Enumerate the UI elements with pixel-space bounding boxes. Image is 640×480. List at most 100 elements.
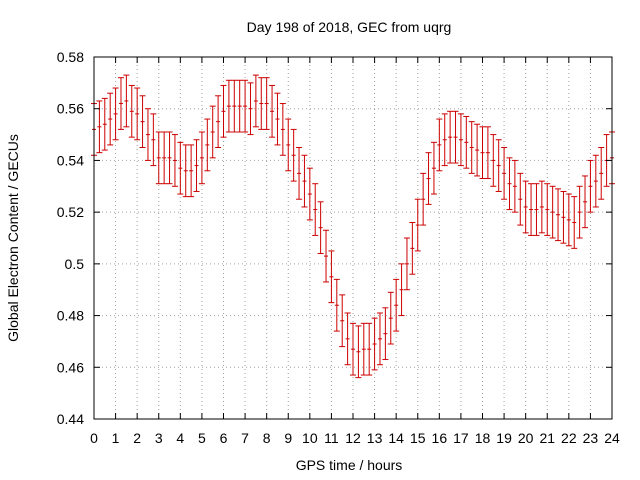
error-bar-point [312, 183, 319, 236]
x-tick-label: 9 [284, 430, 292, 446]
error-bar-point [328, 250, 335, 304]
y-tick-label: 0.52 [57, 204, 84, 220]
error-bar-point [339, 294, 346, 348]
data-series [91, 74, 615, 379]
error-bar-point [598, 147, 605, 200]
error-bar-point [511, 159, 518, 213]
error-bar-point [425, 152, 432, 205]
error-bar-point [193, 139, 200, 192]
error-bar-point [139, 95, 146, 148]
x-tick-label: 4 [176, 430, 184, 446]
axis-ticks [93, 56, 613, 420]
error-bar-point [576, 185, 583, 239]
error-bar-point [117, 77, 124, 130]
error-bar-point [220, 84, 227, 138]
error-bar-point [436, 118, 443, 172]
error-bar-point [393, 278, 400, 332]
error-bar-point [274, 92, 281, 146]
x-tick-label: 23 [583, 430, 599, 446]
error-bar-point [225, 79, 232, 133]
y-tick-label: 0.44 [57, 411, 84, 427]
error-bar-point [344, 312, 351, 366]
error-bar-point [306, 167, 313, 221]
error-bar-point [258, 77, 265, 130]
x-tick-label: 20 [518, 430, 534, 446]
error-bar-point [296, 147, 303, 200]
y-tick-label: 0.56 [57, 101, 84, 117]
error-bar-point [161, 131, 168, 185]
x-tick-labels: 0 1 2 3 4 5 6 7 8 9 10 11 12 13 14 15 16 17 18 19 20 21 22 23 24 [90, 430, 620, 446]
error-bar-point [155, 131, 162, 185]
error-bar-point [403, 237, 410, 291]
error-bar-point [242, 79, 249, 133]
x-tick-label: 7 [241, 430, 249, 446]
error-bar-point [144, 108, 151, 161]
error-bar-point [555, 188, 562, 242]
x-axis-label: GPS time / hours [296, 457, 403, 473]
error-bar-point [452, 110, 459, 164]
error-bar-point [209, 105, 216, 159]
error-bar-point [474, 123, 481, 177]
x-tick-label: 17 [453, 430, 469, 446]
x-tick-label: 18 [475, 430, 491, 446]
x-tick-label: 15 [410, 430, 426, 446]
error-bar-point [506, 157, 513, 211]
chart-title: Day 198 of 2018, GEC from uqrg [247, 19, 452, 35]
x-tick-label: 0 [90, 430, 98, 446]
error-bar-point [560, 190, 567, 244]
error-bar-point [263, 77, 270, 130]
error-bar-point [323, 229, 330, 283]
error-bar-point [371, 317, 378, 371]
error-bar-point [430, 141, 437, 195]
error-bar-point [204, 118, 211, 172]
x-tick-label: 3 [155, 430, 163, 446]
error-bar-point [177, 141, 184, 195]
y-tick-label: 0.48 [57, 308, 84, 324]
error-bar-point [236, 79, 243, 133]
y-axis-label: Global Electron Content / GECUs [5, 134, 21, 342]
error-bar-point [414, 198, 421, 252]
error-bar-point [463, 115, 470, 169]
error-bar-point [231, 79, 238, 133]
error-bar-point [382, 307, 389, 361]
error-bar-point [198, 131, 205, 185]
x-tick-label: 22 [561, 430, 577, 446]
error-bar-point [528, 183, 535, 236]
x-tick-label: 8 [263, 430, 271, 446]
error-bar-point [247, 82, 254, 136]
error-bar-point [269, 84, 276, 138]
error-bar-point [215, 95, 222, 148]
error-bar-point [495, 139, 502, 192]
error-bar-point [134, 87, 141, 141]
error-bar-point [398, 263, 405, 317]
error-bar-point [479, 126, 486, 180]
error-bar-point [366, 322, 373, 376]
x-tick-label: 12 [345, 430, 361, 446]
x-tick-label: 16 [432, 430, 448, 446]
error-bar-point [522, 180, 529, 234]
error-bar-point [290, 128, 297, 182]
x-tick-label: 1 [112, 430, 120, 446]
error-bar-point [468, 121, 475, 174]
error-bar-point [376, 312, 383, 366]
grid-lines [94, 57, 612, 419]
error-bar-point [490, 134, 497, 187]
error-bar-point [182, 144, 189, 198]
error-bar-point [285, 118, 292, 172]
error-bar-point [317, 201, 324, 255]
error-bar-point [549, 185, 556, 239]
error-bar-point [565, 193, 572, 247]
error-bar-point [544, 183, 551, 236]
error-bar-point [188, 144, 195, 198]
error-bar-point [171, 134, 178, 187]
error-bar-point [360, 322, 367, 376]
error-bar-point [333, 278, 340, 332]
x-tick-label: 14 [388, 430, 404, 446]
error-bar-point [441, 113, 448, 167]
y-tick-label: 0.54 [57, 152, 84, 168]
error-bar-point [123, 74, 130, 128]
x-tick-label: 2 [133, 430, 141, 446]
error-bar-point [592, 154, 599, 208]
y-tick-label: 0.46 [57, 359, 84, 375]
